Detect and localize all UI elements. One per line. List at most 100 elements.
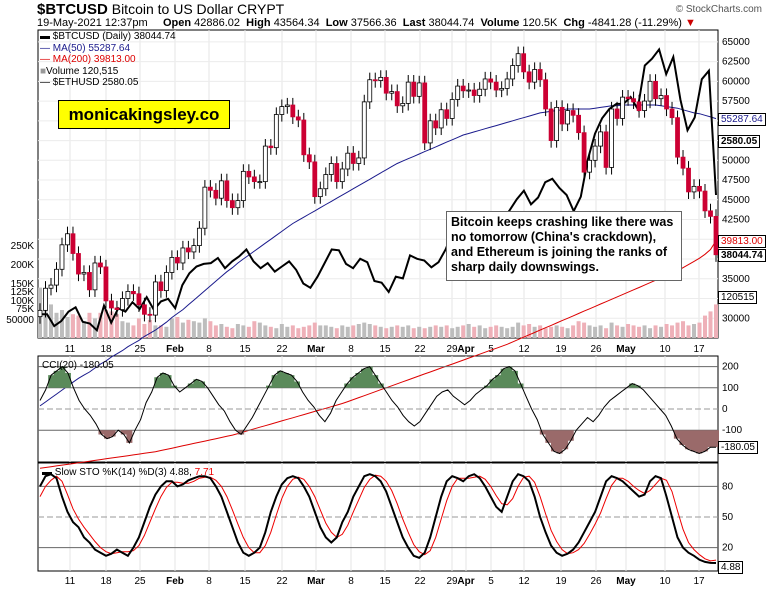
low-value: 37566.36 [350,17,397,29]
volume-bar [681,321,686,338]
cci-last-tag: -180.05 [718,441,758,455]
candle [120,298,125,310]
cci-line [39,365,716,455]
volume-tag: 120515 [718,291,758,304]
volume-bar [312,322,317,338]
candle [576,114,582,134]
candle [284,104,290,108]
volume-bar [554,325,559,338]
candle [345,152,351,170]
instrument-name: Bitcoin to US Dollar [111,1,234,17]
candle [136,293,142,306]
x-tick-label: Apr [457,344,474,355]
candle [70,233,76,254]
volume-bar [81,321,86,338]
x-tick-label: 12 [518,344,530,355]
down-arrow-icon: ▼ [684,17,696,29]
candle [114,307,120,310]
candle [697,185,702,192]
candle [164,272,169,292]
candle [169,257,175,273]
candle [224,180,230,201]
volume-bar [642,325,647,338]
volume-bar [329,326,334,338]
candle [251,176,257,183]
volume-bar [378,326,383,338]
volume-bar [246,326,251,338]
candle [191,245,197,253]
volume-bar [576,321,581,338]
volume-bar [411,328,416,338]
candle [499,88,505,91]
x-tick-label-bottom: 22 [276,576,288,587]
candle [603,131,609,168]
candle [504,78,510,89]
candle [109,300,114,309]
x-tick-label-bottom: 18 [100,576,112,587]
volume-bar [197,322,202,338]
volume-bar [323,325,328,338]
cci-overbought-fill [48,366,641,388]
candle [262,145,268,183]
x-tick-label: Mar [307,344,325,355]
candle [658,95,664,100]
volume-tick-label: 50000 [6,315,34,326]
candle [449,99,455,119]
volume-bar [180,322,185,338]
x-tick-label-bottom: Feb [166,576,184,587]
candle [411,81,417,97]
volume-bar [626,324,631,338]
volume-bar [466,324,471,338]
candle [680,156,686,169]
price-tick-label: 47500 [722,175,750,186]
candle [279,106,285,115]
candle [598,131,603,147]
candle [229,200,235,209]
volume-bar [664,324,669,338]
candle [65,233,70,246]
volume-bar [582,322,587,338]
price-tick-label: 57500 [722,96,750,107]
volume-bar [406,325,411,338]
cci-tick-label: 0 [722,404,728,415]
candle [356,157,362,164]
ma50-tag: 55287.64 [718,112,766,126]
volume-bar [136,318,141,338]
candle [361,101,367,159]
symbol: $BTCUSD [37,1,108,18]
volume-bar [538,325,543,338]
sto-tick-label: 50 [722,512,734,523]
candle [405,81,411,104]
x-tick-label: 18 [100,344,112,355]
x-tick-label: 15 [379,344,391,355]
candle [76,253,81,275]
high-value: 43564.34 [273,17,320,29]
volume-bar [70,314,75,338]
volume-bar [356,324,361,338]
candle [131,291,136,295]
candle [565,110,571,125]
candle [218,180,224,199]
candle [592,145,598,161]
candle [301,119,307,156]
candle [394,91,400,107]
x-tick-label-bottom: Mar [307,576,325,587]
volume-tick-label: 150K [11,279,35,290]
x-tick-label: 10 [659,344,671,355]
candle [609,108,614,168]
ma200-tag: 39813.00 [718,234,766,248]
sto-last-tag: 4.88 [718,561,744,575]
volume-bar [417,326,422,338]
volume-bar [334,328,339,338]
candle [383,76,389,94]
volume-bar [103,310,108,338]
candle [686,167,691,193]
candle [142,304,147,315]
x-tick-label: 22 [414,344,426,355]
volume-bar [395,325,400,338]
candle [532,69,538,83]
volume-bar [125,322,130,338]
candle [350,152,356,164]
volume-bar [697,322,702,338]
volume-bar [450,328,455,338]
